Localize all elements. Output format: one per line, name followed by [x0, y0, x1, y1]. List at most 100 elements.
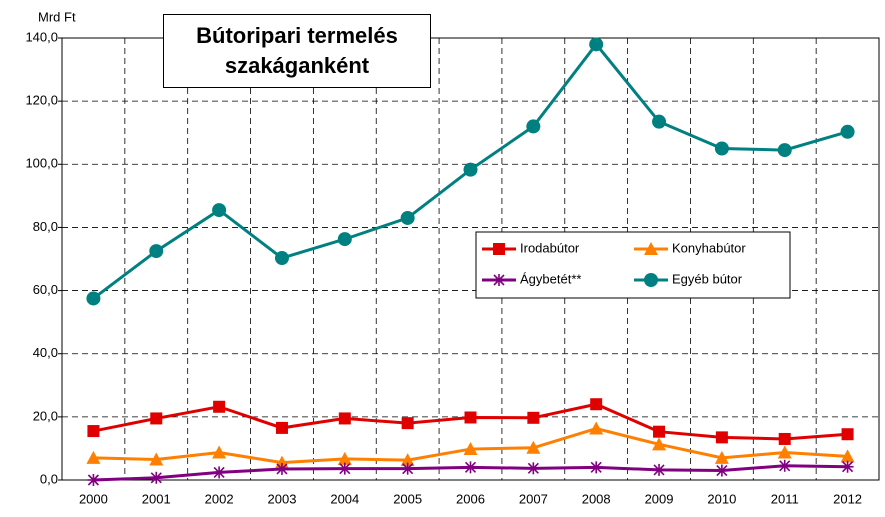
marker	[653, 463, 666, 476]
legend-box	[475, 231, 791, 299]
x-tick-label: 2001	[142, 491, 171, 506]
marker	[463, 442, 478, 456]
marker	[644, 242, 658, 255]
marker-stroke	[493, 274, 505, 286]
marker-stroke	[527, 462, 539, 474]
y-tick-label: 40,0	[33, 345, 58, 360]
marker	[149, 452, 164, 466]
legend-label: Egyéb bútor	[672, 271, 743, 286]
marker	[644, 273, 658, 287]
marker	[527, 411, 540, 424]
marker-stroke	[213, 466, 225, 478]
x-tick-label: 2007	[519, 491, 548, 506]
marker	[841, 428, 854, 441]
legend-label: Irodabútor	[520, 240, 580, 255]
marker-stroke	[276, 463, 288, 475]
x-tick-label: 2006	[456, 491, 485, 506]
marker	[87, 425, 100, 438]
marker	[493, 243, 505, 255]
marker	[275, 421, 288, 434]
x-tick-label: 2004	[330, 491, 359, 506]
marker	[150, 471, 163, 484]
marker	[464, 411, 477, 424]
marker	[841, 460, 854, 473]
marker	[401, 462, 414, 475]
marker	[590, 398, 603, 411]
marker-stroke	[779, 460, 791, 472]
marker	[401, 417, 414, 430]
marker	[714, 141, 729, 156]
marker	[589, 37, 604, 52]
marker	[653, 425, 666, 438]
x-tick-label: 2009	[645, 491, 674, 506]
marker	[400, 210, 415, 225]
marker-stroke	[150, 472, 162, 484]
chart-title: Bútoripari termelés szakáganként	[163, 14, 431, 88]
marker-stroke	[87, 474, 99, 486]
marker	[464, 461, 477, 474]
marker	[337, 232, 352, 247]
marker	[589, 421, 604, 435]
marker	[715, 431, 728, 444]
marker-stroke	[464, 461, 477, 473]
marker	[777, 445, 792, 459]
x-tick-label: 2011	[771, 491, 799, 506]
legend-label: Konyhabútor	[672, 240, 746, 255]
marker	[652, 114, 667, 129]
marker	[87, 474, 100, 486]
marker	[526, 119, 541, 134]
x-tick-label: 2002	[205, 491, 234, 506]
marker-stroke	[653, 464, 665, 476]
y-tick-label: 20,0	[33, 408, 58, 423]
marker	[149, 244, 164, 259]
y-tick-label: 100,0	[25, 156, 58, 171]
marker	[338, 412, 351, 425]
marker	[493, 274, 505, 286]
marker	[86, 291, 101, 306]
marker	[274, 251, 289, 266]
marker	[778, 432, 791, 445]
marker	[527, 462, 540, 475]
marker	[275, 462, 288, 475]
marker	[338, 462, 351, 475]
y-tick-label: 0,0	[40, 471, 58, 486]
marker	[213, 466, 226, 479]
marker	[337, 451, 352, 465]
marker-stroke	[842, 461, 854, 473]
marker-stroke	[590, 461, 602, 473]
marker	[715, 464, 728, 477]
marker-stroke	[716, 464, 728, 477]
x-tick-label: 2003	[268, 491, 297, 506]
marker	[86, 450, 101, 464]
marker	[652, 437, 667, 451]
x-tick-label: 2010	[707, 491, 736, 506]
y-tick-label: 120,0	[25, 93, 58, 108]
marker	[840, 449, 855, 463]
marker	[212, 445, 227, 459]
y-axis-label: Mrd Ft	[38, 9, 76, 24]
marker-stroke	[339, 463, 351, 475]
marker	[777, 143, 792, 158]
marker	[213, 400, 226, 413]
legend-label: Ágybetét**	[520, 271, 581, 286]
marker	[526, 440, 541, 454]
y-tick-label: 60,0	[33, 282, 58, 297]
marker	[400, 453, 415, 467]
x-tick-label: 2005	[393, 491, 422, 506]
plot-frame	[61, 37, 880, 481]
y-tick-label: 80,0	[33, 219, 58, 234]
x-tick-label: 2008	[582, 491, 611, 506]
marker	[840, 124, 855, 139]
marker	[714, 450, 729, 464]
marker-stroke	[402, 463, 414, 475]
marker	[463, 162, 478, 177]
marker	[212, 203, 227, 218]
marker	[590, 461, 603, 474]
marker	[150, 412, 163, 425]
x-tick-label: 2000	[79, 491, 108, 506]
y-tick-label: 140,0	[25, 29, 58, 44]
marker	[778, 459, 791, 472]
x-tick-label: 2012	[833, 491, 862, 506]
